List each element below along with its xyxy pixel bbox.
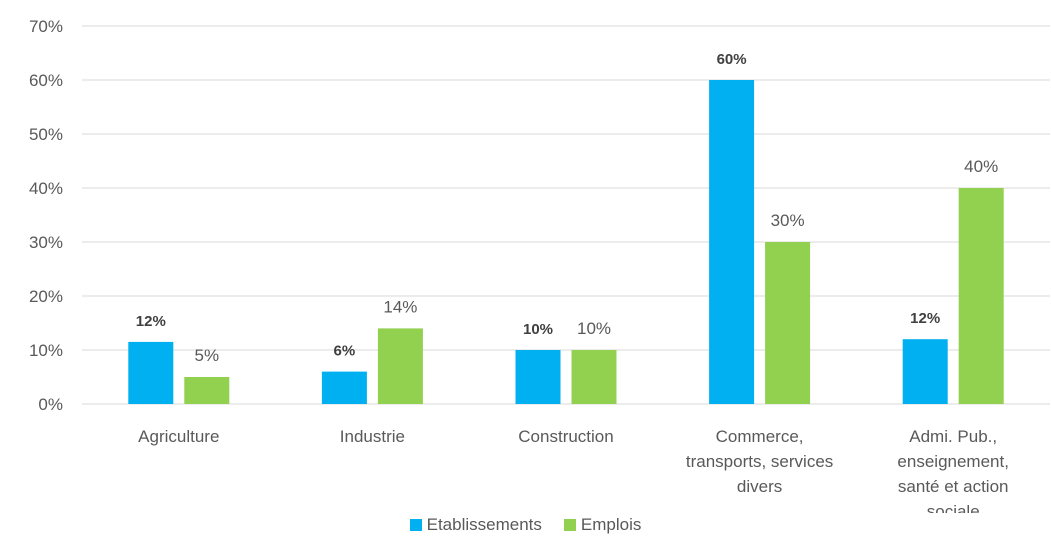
x-tick-label: Admi. Pub., enseignement, santé et action s… (897, 427, 1009, 513)
legend-label-emplois: Emplois (580, 515, 642, 534)
bar-emplois (958, 188, 1004, 404)
y-tick-label: 50% (29, 125, 63, 144)
y-tick-label: 60% (29, 71, 63, 90)
data-label: 30% (771, 211, 805, 230)
data-label: 6% (334, 343, 356, 360)
legend-item-emplois: Emplois (563, 515, 642, 535)
legend-swatch-emplois (563, 519, 576, 531)
y-axis: 0% 10% 20% 30% 40% 50% 60% 70% (29, 17, 63, 414)
data-label: 14% (383, 297, 417, 316)
gridlines (82, 25, 1050, 405)
bar-emplois (184, 377, 230, 404)
x-tick-label: Agriculture (138, 427, 219, 446)
data-label: 60% (717, 51, 747, 68)
legend-label-etablissements: Etablissements (426, 515, 542, 534)
bar-emplois (571, 350, 617, 404)
bar-emplois (377, 328, 423, 404)
bar-etablissements (321, 371, 367, 404)
legend: Etablissements Emplois (0, 513, 1051, 537)
data-label: 10% (523, 321, 553, 338)
y-tick-label: 70% (29, 17, 63, 36)
bars (128, 80, 1004, 404)
data-label: 12% (910, 310, 940, 327)
data-label: 40% (964, 157, 998, 176)
data-label: 5% (195, 346, 220, 365)
y-tick-label: 0% (38, 395, 63, 414)
bar-etablissements (902, 339, 948, 404)
data-label: 12% (136, 313, 166, 330)
x-tick-label: Construction (518, 427, 613, 446)
x-axis: Agriculture Industrie Construction Commerce… (138, 427, 1009, 513)
bar-etablissements (709, 80, 755, 404)
data-labels: 12% 5% 6% 14% 10% 10% 60% 30% 12% 40% (136, 51, 998, 365)
y-tick-label: 20% (29, 287, 63, 306)
bar-emplois (765, 242, 811, 404)
y-tick-label: 30% (29, 233, 63, 252)
bar-etablissements (515, 350, 561, 404)
x-tick-label: Industrie (340, 427, 405, 446)
legend-item-etablissements: Etablissements (409, 515, 542, 535)
data-label: 10% (577, 319, 611, 338)
legend-swatch-etablissements (409, 519, 422, 531)
bar-etablissements (128, 341, 174, 404)
y-tick-label: 40% (29, 179, 63, 198)
x-tick-label: Commerce, transports, services divers (686, 427, 833, 496)
bar-chart: 0% 10% 20% 30% 40% 50% 60% 70% 12% 5% 6% 14% 10% 10%… (29, 17, 1050, 513)
y-tick-label: 10% (29, 341, 63, 360)
